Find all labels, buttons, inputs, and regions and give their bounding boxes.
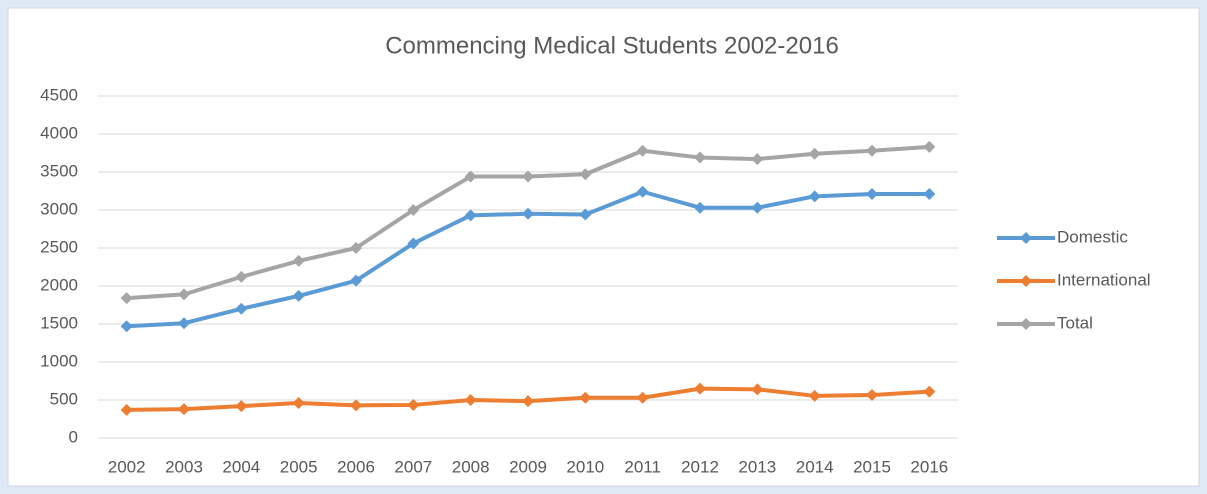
- data-point: [235, 400, 248, 413]
- x-tick-label: 2013: [738, 457, 776, 476]
- data-point: [808, 190, 821, 203]
- data-point: [407, 398, 420, 411]
- x-tick-label: 2015: [853, 457, 891, 476]
- data-point: [636, 144, 649, 157]
- data-point: [350, 242, 362, 254]
- x-tick-label: 2004: [222, 457, 260, 476]
- x-tick-label: 2010: [566, 457, 604, 476]
- x-tick-label: 2002: [108, 457, 146, 476]
- y-tick-label: 2500: [40, 237, 78, 256]
- x-tick-label: 2006: [337, 457, 375, 476]
- data-point: [866, 188, 878, 201]
- data-point: [636, 185, 649, 198]
- data-point: [407, 237, 420, 250]
- y-tick-label: 4500: [40, 85, 78, 104]
- data-point: [923, 140, 936, 153]
- data-point: [866, 144, 878, 157]
- data-point: [120, 292, 133, 305]
- legend-marker: [1020, 275, 1032, 287]
- data-point: [579, 208, 592, 221]
- x-tick-label: 2005: [280, 457, 318, 476]
- chart-title: Commencing Medical Students 2002-2016: [385, 32, 839, 59]
- data-point: [350, 399, 362, 412]
- data-point: [694, 151, 706, 164]
- data-point: [923, 188, 936, 201]
- x-tick-label: 2012: [681, 457, 719, 476]
- data-point: [522, 207, 534, 220]
- x-tick-label: 2009: [509, 457, 547, 476]
- legend-marker: [1020, 318, 1032, 330]
- data-point: [235, 270, 248, 283]
- data-point: [292, 254, 305, 267]
- x-tick-label: 2014: [796, 457, 834, 476]
- legend-label: International: [1057, 270, 1151, 289]
- data-point: [751, 153, 764, 166]
- data-point: [178, 288, 190, 301]
- chart-frame: [7, 7, 1200, 487]
- x-tick-label: 2008: [452, 457, 490, 476]
- data-point: [579, 168, 592, 181]
- data-point: [464, 170, 477, 183]
- legend-label: Total: [1057, 313, 1093, 332]
- data-point: [235, 302, 248, 315]
- x-tick-label: 2016: [910, 457, 948, 476]
- data-point: [292, 289, 305, 302]
- data-point: [178, 317, 190, 330]
- y-tick-label: 500: [50, 389, 78, 408]
- data-point: [178, 403, 190, 416]
- data-point: [292, 397, 305, 410]
- y-tick-label: 3500: [40, 161, 78, 180]
- data-point: [522, 170, 534, 183]
- data-point: [350, 274, 362, 287]
- data-point: [464, 394, 477, 406]
- x-tick-label: 2011: [624, 457, 661, 476]
- data-point: [407, 204, 420, 216]
- data-point: [120, 403, 133, 416]
- data-point: [522, 395, 534, 408]
- data-point: [808, 389, 821, 402]
- data-point: [120, 320, 133, 333]
- y-tick-label: 3000: [40, 199, 78, 218]
- data-point: [751, 201, 764, 214]
- y-tick-label: 1500: [40, 313, 78, 332]
- legend-marker: [1020, 232, 1032, 244]
- data-point: [579, 391, 592, 404]
- y-tick-label: 1000: [40, 351, 78, 370]
- data-point: [808, 147, 821, 160]
- data-point: [866, 389, 878, 402]
- y-tick-label: 4000: [40, 123, 78, 142]
- x-tick-label: 2007: [394, 457, 432, 476]
- data-point: [464, 209, 477, 222]
- data-point: [751, 383, 764, 396]
- data-point: [694, 201, 706, 214]
- data-point: [636, 391, 649, 404]
- legend-label: Domestic: [1057, 227, 1128, 246]
- x-tick-label: 2003: [165, 457, 203, 476]
- data-point: [923, 385, 936, 398]
- y-tick-label: 2000: [40, 275, 78, 294]
- y-tick-label: 0: [69, 427, 78, 446]
- data-point: [694, 382, 706, 395]
